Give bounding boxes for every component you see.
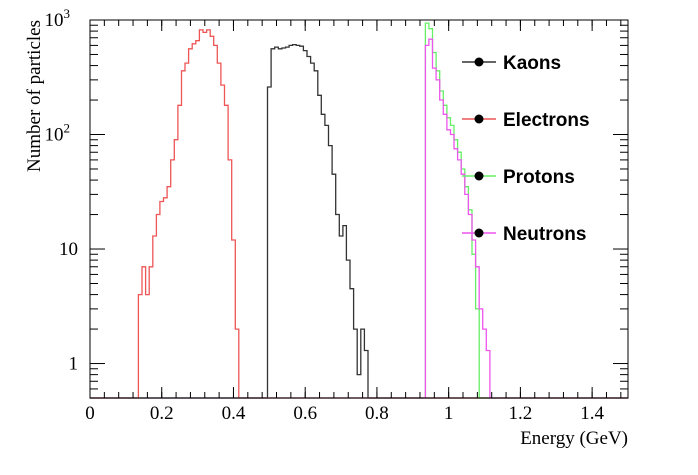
x-tick-label: 0: [85, 403, 95, 424]
y-axis-label: Number of particles: [24, 20, 45, 172]
x-tick-label: 1.2: [509, 403, 533, 424]
series-line-kaons: [90, 43, 628, 399]
x-axis-label: Energy (GeV): [520, 428, 628, 449]
legend-label-kaons: Kaons: [503, 53, 561, 74]
x-tick-label: 0.6: [293, 403, 317, 424]
legend-label-neutrons: Neutrons: [503, 224, 586, 245]
legend-label-electrons: Electrons: [503, 110, 590, 131]
series-line-electrons: [90, 29, 628, 399]
x-axis-ticks: 0 0.2 0.4 0.6 0.8 1 1.2 1.4: [85, 20, 622, 424]
legend-marker-kaons: [474, 57, 484, 67]
legend-marker-protons: [474, 171, 484, 181]
legend-marker-electrons: [474, 114, 484, 124]
legend: Kaons Electrons Protons Neutrons: [462, 53, 590, 245]
y-tick-label: 10: [59, 239, 78, 260]
x-tick-label: 1: [444, 403, 454, 424]
x-tick-label: 0.2: [150, 403, 174, 424]
legend-label-protons: Protons: [503, 167, 575, 188]
y-tick-label: 1: [69, 354, 79, 375]
plot-frame: [89, 19, 629, 399]
x-tick-label: 0.8: [365, 403, 389, 424]
x-tick-label: 1.4: [580, 403, 604, 424]
legend-marker-neutrons: [474, 228, 484, 238]
series-line-neutrons: [90, 38, 628, 399]
x-tick-label: 0.4: [222, 403, 246, 424]
